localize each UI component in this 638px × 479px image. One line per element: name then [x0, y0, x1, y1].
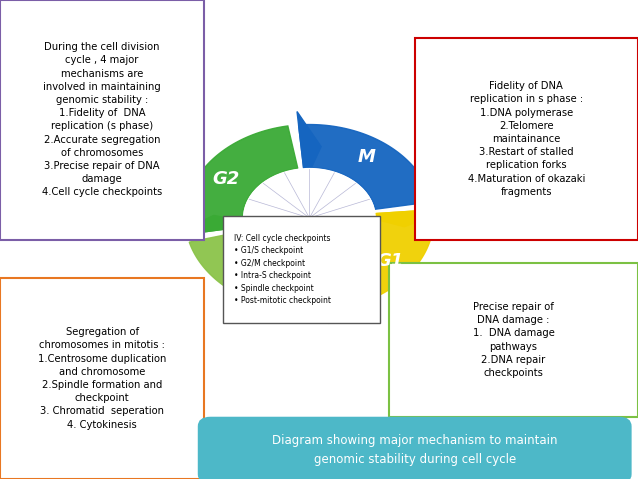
Text: During the cell division
cycle , 4 major
mechanisms are
involved in maintaining
: During the cell division cycle , 4 major… [42, 42, 162, 197]
Text: Precise repair of
DNA damage :
1.  DNA damage
pathways
2.DNA repair
checkpoints: Precise repair of DNA damage : 1. DNA da… [473, 302, 554, 378]
Text: Segregation of
chromosomes in mitotis :
1.Centrosome duplication
and chromosome
: Segregation of chromosomes in mitotis : … [38, 327, 167, 430]
FancyBboxPatch shape [198, 417, 632, 479]
Text: M: M [357, 148, 375, 166]
FancyBboxPatch shape [223, 216, 380, 323]
Polygon shape [189, 231, 327, 311]
Circle shape [244, 169, 375, 267]
FancyBboxPatch shape [389, 263, 638, 417]
FancyBboxPatch shape [0, 0, 204, 240]
Text: S: S [251, 272, 263, 290]
FancyBboxPatch shape [415, 38, 638, 239]
Text: IV: Cell cycle checkpoints
• G1/S checkpoint
• G2/M checkpoint
• Intra-S checkpo: IV: Cell cycle checkpoints • G1/S checkp… [234, 234, 331, 305]
Text: Diagram showing major mechanism to maintain
genomic stability during cell cycle: Diagram showing major mechanism to maint… [272, 434, 558, 466]
Polygon shape [297, 112, 321, 181]
Text: G1: G1 [377, 251, 404, 270]
Polygon shape [321, 210, 434, 310]
Polygon shape [185, 126, 298, 234]
Polygon shape [169, 216, 261, 237]
Polygon shape [299, 125, 432, 209]
FancyBboxPatch shape [0, 278, 204, 479]
Polygon shape [359, 209, 451, 227]
Text: G2: G2 [212, 170, 239, 188]
Text: Fidelity of DNA
replication in s phase :
1.DNA polymerase
2.Telomere
maintainanc: Fidelity of DNA replication in s phase :… [468, 81, 585, 197]
Polygon shape [303, 254, 329, 324]
